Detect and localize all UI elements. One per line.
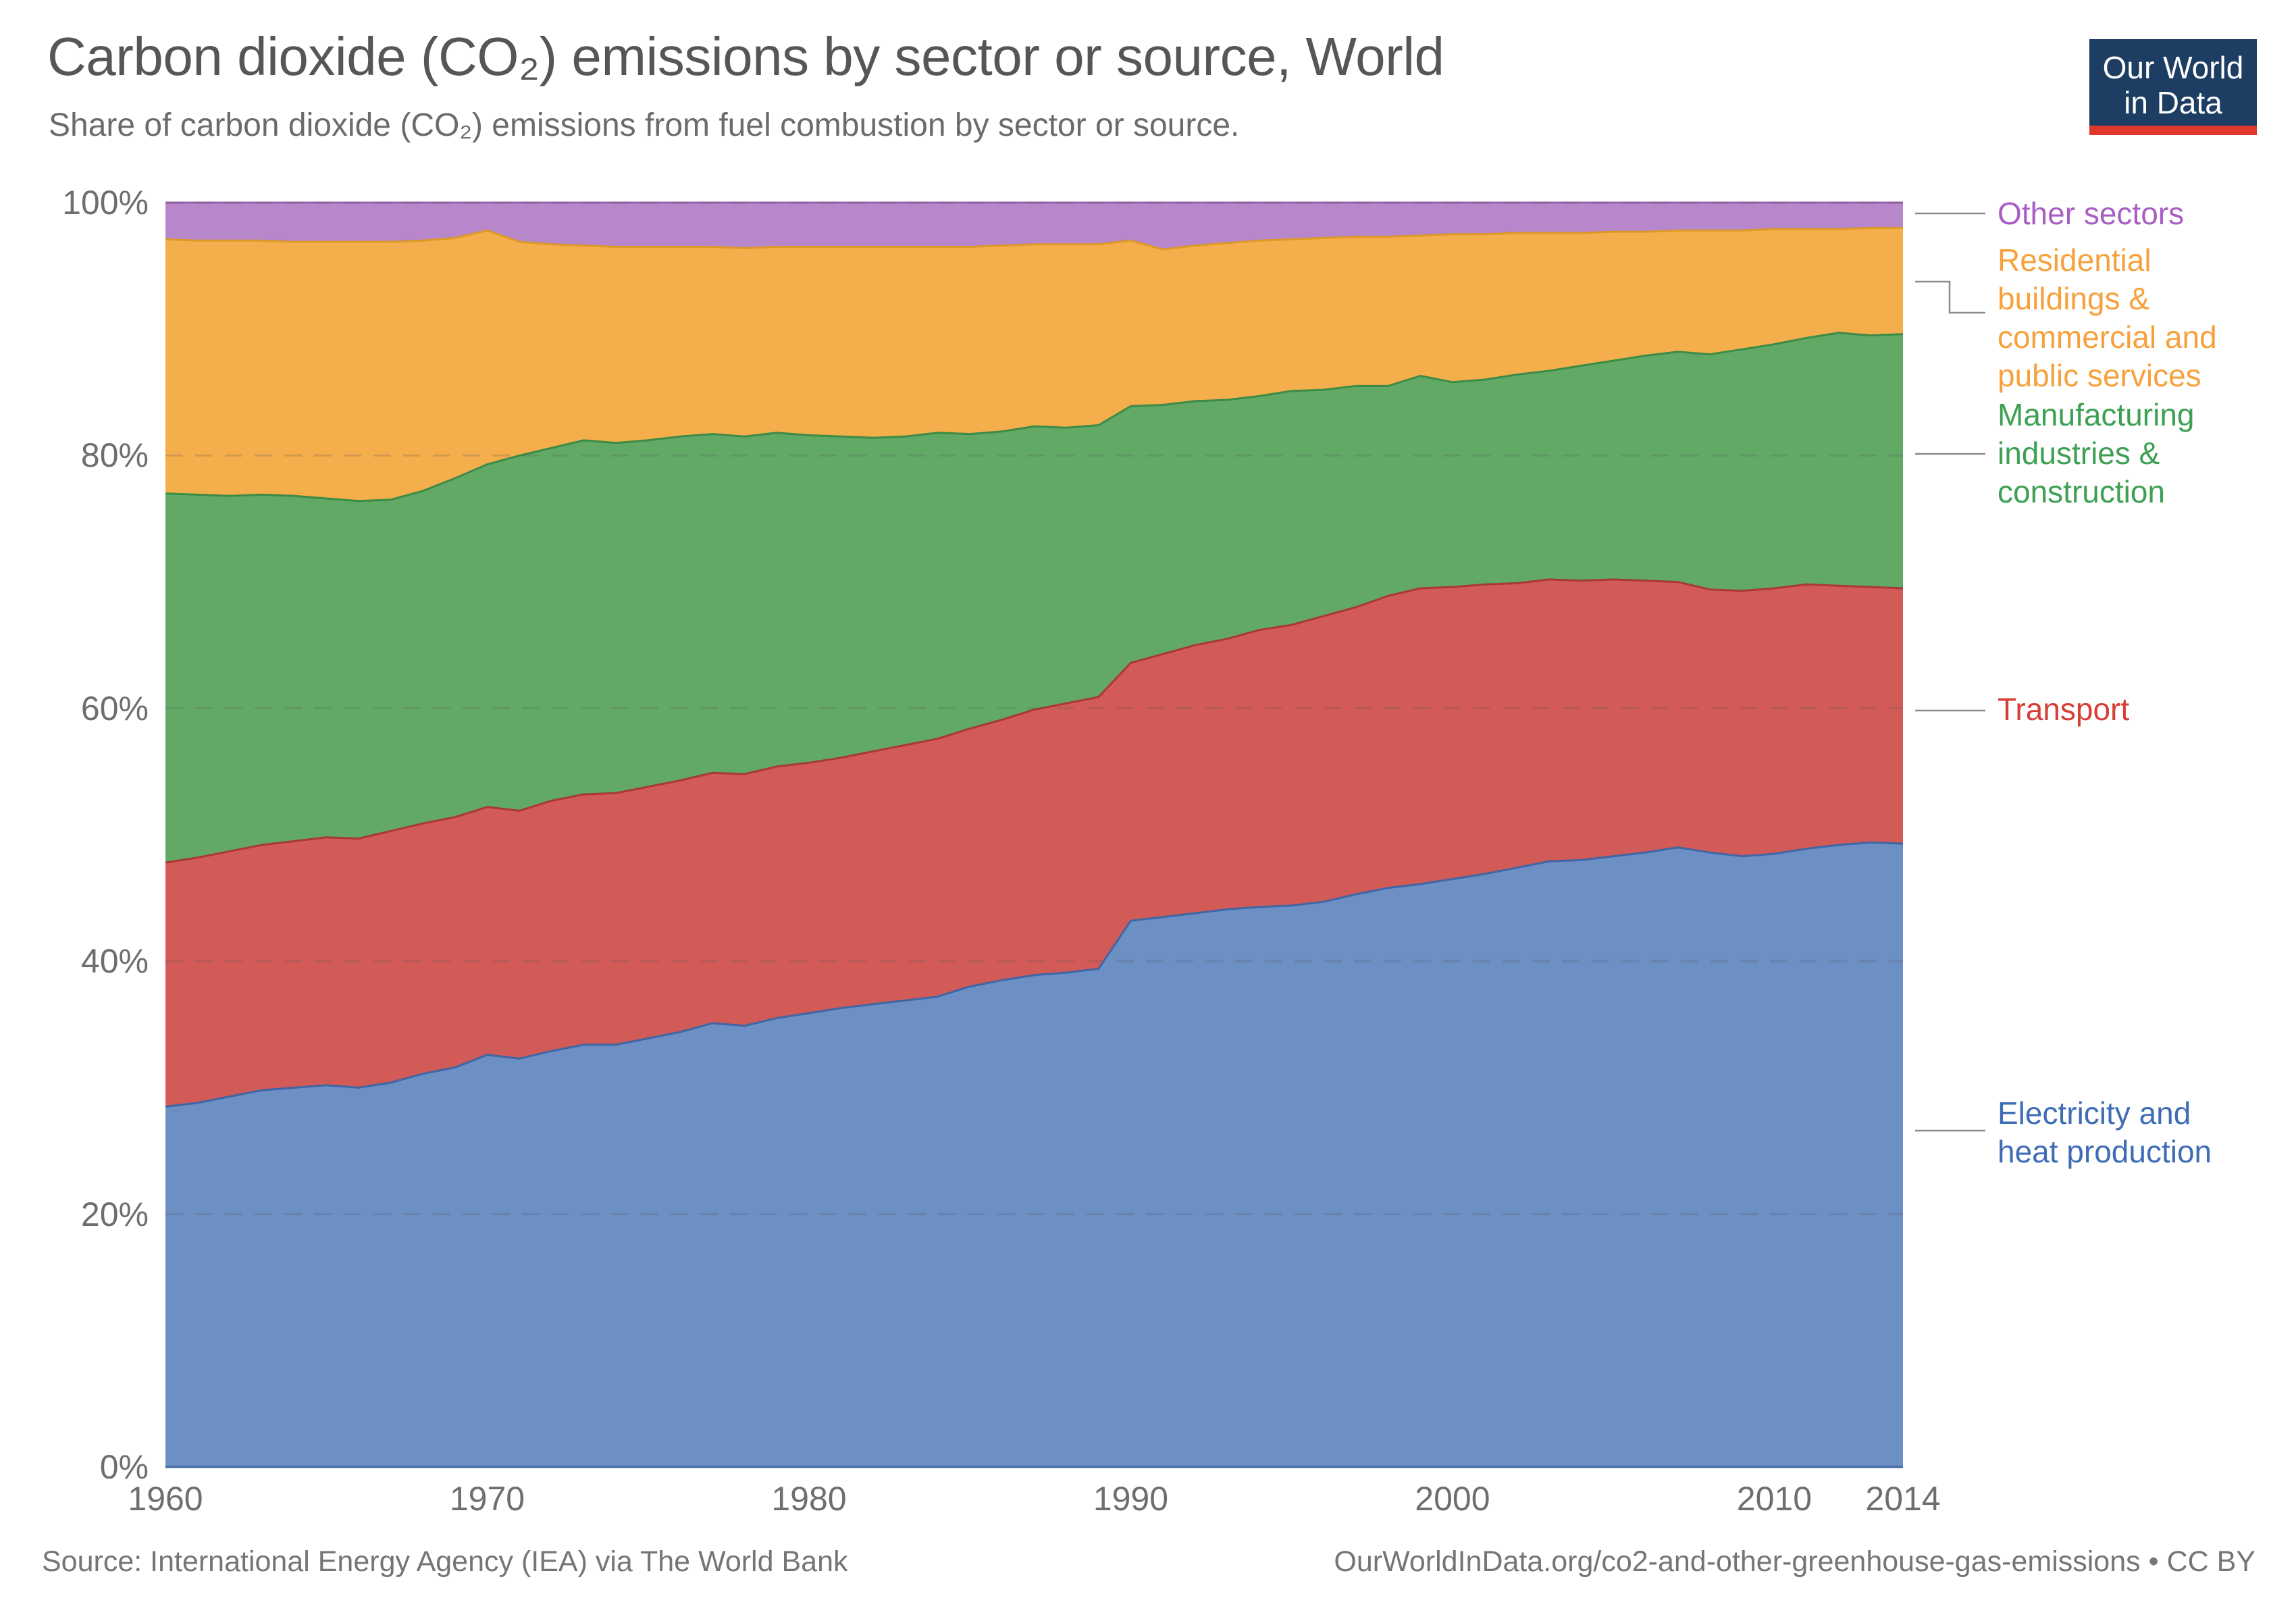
legend-label-line: heat production [1998, 1134, 2212, 1169]
owid-logo: Our World in Data [2089, 39, 2257, 135]
owid-logo-line1: Our World [2102, 50, 2244, 85]
x-tick-1980: 1980 [771, 1480, 847, 1518]
legend-label-line: Transport [1998, 692, 2130, 727]
x-tick-1990: 1990 [1093, 1480, 1169, 1518]
x-tick-2000: 2000 [1415, 1480, 1490, 1518]
legend-label-line: Electricity and [1998, 1096, 2191, 1131]
legend-item-residential-buildings-commercial-and-public-services[interactable]: Residential buildings & commercial and publ… [1998, 241, 2217, 395]
legend-label-line: Other sectors [1998, 196, 2185, 231]
area-residential-buildings-commercial-and-public-services[interactable] [165, 228, 1903, 501]
y-tick-60: 60% [80, 689, 149, 727]
boundary-electricity-and-heat-production [165, 841, 1904, 1108]
legend-item-electricity-and-heat-production[interactable]: Electricity and heat production [1998, 1094, 2212, 1171]
legend-label-line: construction [1998, 474, 2166, 509]
boundary-transport [165, 578, 1904, 864]
boundary-residential-buildings-commercial-and-public-services [165, 226, 1903, 251]
legend-connector [1915, 280, 1985, 314]
owid-logo-red-strip [2089, 126, 2257, 135]
page-subtitle: Share of carbon dioxide (CO₂) emissions … [49, 107, 1240, 143]
area-manufacturing-industries-construction[interactable] [165, 332, 1903, 863]
area-electricity-and-heat-production[interactable] [165, 842, 1903, 1467]
y-tick-80: 80% [80, 436, 149, 475]
y-tick-0: 0% [99, 1448, 149, 1486]
legend-label-line: buildings & [1998, 281, 2150, 316]
legend-label-line: Residential [1998, 242, 2151, 278]
legend-item-other-sectors[interactable]: Other sectors [1998, 195, 2184, 233]
x-tick-1960: 1960 [128, 1480, 203, 1518]
area-other-sectors[interactable] [165, 203, 1903, 250]
x-tick-2014: 2014 [1865, 1480, 1941, 1518]
y-tick-20: 20% [80, 1195, 149, 1233]
area-transport[interactable] [165, 579, 1903, 1107]
legend-label-line: commercial and [1998, 319, 2217, 355]
y-tick-40: 40% [80, 942, 149, 981]
legend-label-line: public services [1998, 358, 2201, 393]
y-tick-100: 100% [62, 184, 149, 222]
boundary-manufacturing-industries-construction [165, 332, 1904, 503]
owid-logo-line2: in Data [2124, 85, 2222, 120]
legend-item-manufacturing-industries-construction[interactable]: Manufacturing industries & construction [1998, 396, 2195, 511]
legend-label-line: Manufacturing [1998, 397, 2195, 432]
page-title: Carbon dioxide (CO₂) emissions by sector… [47, 26, 1444, 86]
footer-link[interactable]: OurWorldInData.org/co2-and-other-greenho… [1334, 1545, 2255, 1578]
legend-label-line: industries & [1998, 436, 2160, 471]
x-tick-2010: 2010 [1736, 1480, 1812, 1518]
footer-source: Source: International Energy Agency (IEA… [42, 1545, 848, 1578]
x-tick-1970: 1970 [449, 1480, 525, 1518]
legend-item-transport[interactable]: Transport [1998, 690, 2129, 729]
